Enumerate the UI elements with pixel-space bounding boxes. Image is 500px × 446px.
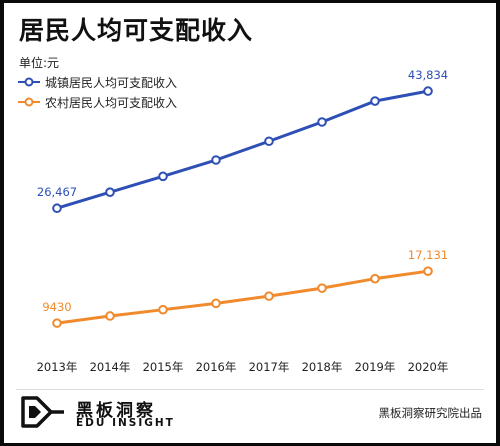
data-label-rural-7: 17,131 xyxy=(408,248,448,262)
legend-item-urban: 城镇居民人均可支配收入 xyxy=(17,74,177,90)
brand-logo-icon xyxy=(21,396,64,428)
legend-label-rural: 农村居民人均可支配收入 xyxy=(45,95,178,110)
data-point-urban-5 xyxy=(317,117,327,127)
data-point-rural-1 xyxy=(105,311,115,321)
legend-marker-urban xyxy=(18,77,40,87)
data-point-rural-7 xyxy=(423,266,433,276)
data-point-rural-6 xyxy=(370,273,380,284)
legend-marker-rural xyxy=(18,97,40,107)
data-point-urban-0 xyxy=(52,203,62,214)
data-label-rural-0: 9430 xyxy=(42,300,71,314)
x-tick-label: 2014年 xyxy=(90,360,131,374)
footer-divider xyxy=(16,389,484,390)
data-label-urban-0: 26,467 xyxy=(37,185,77,199)
data-point-urban-2 xyxy=(158,171,168,182)
x-tick-label: 2013年 xyxy=(37,360,78,374)
data-point-rural-2 xyxy=(158,304,168,315)
data-point-rural-0 xyxy=(52,318,62,328)
brand-name: 黑板洞察 xyxy=(76,401,156,421)
credit-text: 黑板洞察研究院出品 xyxy=(378,406,483,420)
series-line-urban xyxy=(55,89,430,210)
unit-label: 单位:元 xyxy=(19,56,60,70)
x-tick-label: 2018年 xyxy=(302,360,343,374)
x-tick-label: 2019年 xyxy=(355,360,396,374)
legend-item-rural: 农村居民人均可支配收入 xyxy=(17,94,177,110)
x-tick-label: 2016年 xyxy=(196,360,237,374)
x-tick-label: 2020年 xyxy=(408,360,449,374)
series-line-rural xyxy=(55,269,430,325)
data-point-urban-6 xyxy=(370,96,380,106)
x-tick-label: 2017年 xyxy=(249,360,290,374)
data-point-rural-3 xyxy=(211,298,221,309)
chart-card: 居民人均可支配收入 单位:元 城镇居民人均可支配收入 农村居民人均可支配收入 2… xyxy=(4,3,496,443)
data-point-urban-7 xyxy=(423,86,433,96)
data-point-urban-3 xyxy=(211,155,221,165)
legend-label-urban: 城镇居民人均可支配收入 xyxy=(45,75,178,90)
data-point-rural-4 xyxy=(264,291,274,301)
data-point-rural-5 xyxy=(317,283,327,293)
data-label-urban-7: 43,834 xyxy=(408,68,448,82)
brand-name-en: EDU INSIGHT xyxy=(76,417,175,429)
line-chart: 26,467 43,834 9430 17,131 2013年 2014年 2015年 201… xyxy=(37,68,449,374)
x-tick-label: 2015年 xyxy=(143,360,184,374)
data-point-urban-4 xyxy=(264,136,274,147)
chart-title: 居民人均可支配收入 xyxy=(19,16,254,45)
data-point-urban-1 xyxy=(105,187,115,197)
